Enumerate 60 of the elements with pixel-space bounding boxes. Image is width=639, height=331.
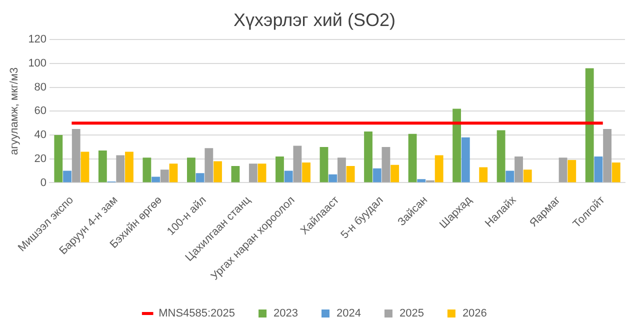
bar (214, 161, 222, 182)
bar (346, 166, 355, 182)
bar (54, 135, 63, 182)
bar (98, 150, 107, 182)
legend-label: MNS4585:2025 (158, 308, 236, 320)
y-tick-label: 40 (34, 129, 47, 142)
bar (248, 164, 258, 182)
bar (338, 158, 346, 182)
y-tick-label: 0 (40, 176, 47, 189)
bar (390, 164, 400, 182)
bar (461, 137, 470, 182)
y-tick-label: 60 (34, 105, 47, 118)
legend-label: 2024 (336, 308, 361, 320)
bar (612, 162, 620, 182)
bar (364, 131, 372, 182)
bar (152, 176, 160, 182)
bar (196, 173, 204, 182)
bar (558, 158, 568, 182)
legend-label: 2026 (462, 308, 487, 320)
bar (72, 129, 80, 182)
bar (186, 158, 196, 182)
bar (382, 146, 390, 182)
bar (594, 156, 603, 182)
y-tick-label: 20 (34, 152, 47, 165)
y-axis-title: агууламж, мкг/м3 (8, 67, 21, 155)
legend-label: 2023 (274, 308, 298, 320)
y-tick-label: 80 (34, 81, 47, 94)
bar (302, 162, 310, 182)
bar (284, 170, 293, 182)
legend-label: 2025 (399, 308, 424, 320)
bar (372, 168, 382, 182)
bar (328, 174, 338, 182)
bar (506, 170, 514, 182)
bar (568, 160, 576, 182)
bar (160, 170, 169, 182)
bar (523, 170, 532, 182)
bar (452, 108, 461, 182)
bar (417, 179, 426, 182)
y-tick-label: 120 (28, 34, 47, 46)
bar (169, 164, 178, 182)
bar (116, 155, 125, 182)
chart-title: Хүхэрлэг хий (SO2) (234, 10, 396, 30)
bar (293, 146, 302, 182)
bar (514, 156, 523, 182)
bar (80, 152, 90, 182)
bar (204, 148, 214, 182)
bar (142, 158, 152, 182)
bar (320, 146, 328, 182)
y-tick-label: 100 (28, 57, 47, 70)
bar (479, 167, 488, 182)
bar (585, 68, 594, 182)
bar (231, 166, 240, 182)
bar (408, 134, 417, 182)
bar (603, 129, 612, 182)
bar (63, 170, 72, 182)
bar (434, 155, 444, 182)
bar (276, 156, 284, 182)
bar (496, 130, 506, 182)
bar (125, 152, 134, 182)
bar (258, 164, 266, 182)
